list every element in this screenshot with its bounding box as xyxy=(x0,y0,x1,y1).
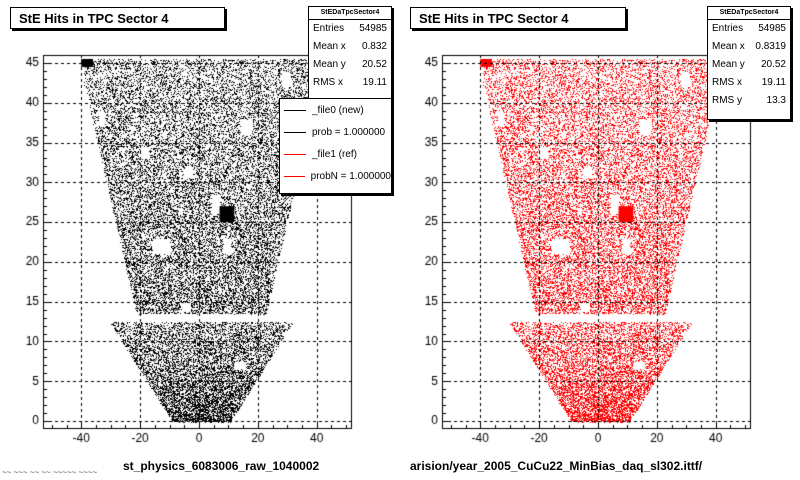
right-stats-value: 19.11 xyxy=(761,77,786,88)
legend-line xyxy=(284,153,306,155)
left-stats-row: Mean y 20.52 xyxy=(309,56,391,74)
left-stats-row: Entries 54985 xyxy=(309,20,391,38)
left-stats-value: 20.52 xyxy=(361,59,387,70)
right-stats-row: RMS y 13.3 xyxy=(708,92,790,110)
legend-entry: prob = 1.000000 xyxy=(280,121,391,143)
right-stats-label: RMS x xyxy=(712,77,742,88)
right-stats-name: StEDaTpcSector4 xyxy=(708,7,790,20)
left-stats-label: RMS x xyxy=(313,77,343,88)
right-stats-value: 54985 xyxy=(758,23,786,34)
right-stats-value: 13.3 xyxy=(766,95,786,106)
right-stats-value: 20.52 xyxy=(760,59,786,70)
right-title-text: StE Hits in TPC Sector 4 xyxy=(419,11,569,26)
right-stats-row: RMS x 19.11 xyxy=(708,74,790,92)
legend-entry: _file1 (ref) xyxy=(280,143,391,165)
legend-text: _file1 (ref) xyxy=(312,148,358,160)
legend-entry: _file0 (new) xyxy=(280,99,391,121)
left-stats-row: Mean x 0.832 xyxy=(309,38,391,56)
left-stats-name: StEDaTpcSector4 xyxy=(309,7,391,20)
right-stats-label: RMS y xyxy=(712,95,742,106)
left-stats-value: 54985 xyxy=(359,23,387,34)
legend-entry: probN = 1.000000 xyxy=(280,165,391,187)
legend-text: probN = 1.000000 xyxy=(310,170,391,182)
left-x-axis-label: st_physics_6083006_raw_1040002 xyxy=(123,459,320,473)
left-stats-label: Entries xyxy=(313,23,345,34)
right-stats-label: Entries xyxy=(712,23,744,34)
left-title-text: StE Hits in TPC Sector 4 xyxy=(19,11,169,26)
legend: _file0 (new) prob = 1.000000 _file1 (ref… xyxy=(279,98,392,194)
right-plot-title: StE Hits in TPC Sector 4 xyxy=(410,7,626,29)
right-stats-label: Mean y xyxy=(712,59,745,70)
right-stats-row: Mean y 20.52 xyxy=(708,56,790,74)
right-stats-row: Entries 54985 xyxy=(708,20,790,38)
legend-line xyxy=(284,131,306,133)
left-stats-value: 0.832 xyxy=(361,41,387,52)
left-stats-label: Mean y xyxy=(313,59,346,70)
left-stats-label: Mean x xyxy=(313,41,346,52)
right-stats-label: Mean x xyxy=(712,41,745,52)
legend-text: prob = 1.000000 xyxy=(312,126,386,138)
right-stats-box: StEDaTpcSector4 Entries 54985 Mean x 0.831… xyxy=(707,6,791,120)
left-plot-title: StE Hits in TPC Sector 4 xyxy=(10,7,225,29)
legend-line xyxy=(284,109,306,111)
right-stats-value: 0.8319 xyxy=(755,41,786,52)
right-x-axis-label: arision/year_2005_CuCu22_MinBias_daq_sl3… xyxy=(410,459,703,473)
corner-text: ~~ ~~~ ~~ ~~ ~~~~~ ~~~~ xyxy=(2,468,98,477)
legend-text: _file0 (new) xyxy=(312,104,364,116)
right-stats-row: Mean x 0.8319 xyxy=(708,38,790,56)
left-stats-value: 19.11 xyxy=(362,77,387,88)
left-stats-box: StEDaTpcSector4 Entries 54985 Mean x 0.832… xyxy=(308,6,392,102)
legend-line xyxy=(284,175,305,177)
left-stats-row: RMS x 19.11 xyxy=(309,74,391,92)
